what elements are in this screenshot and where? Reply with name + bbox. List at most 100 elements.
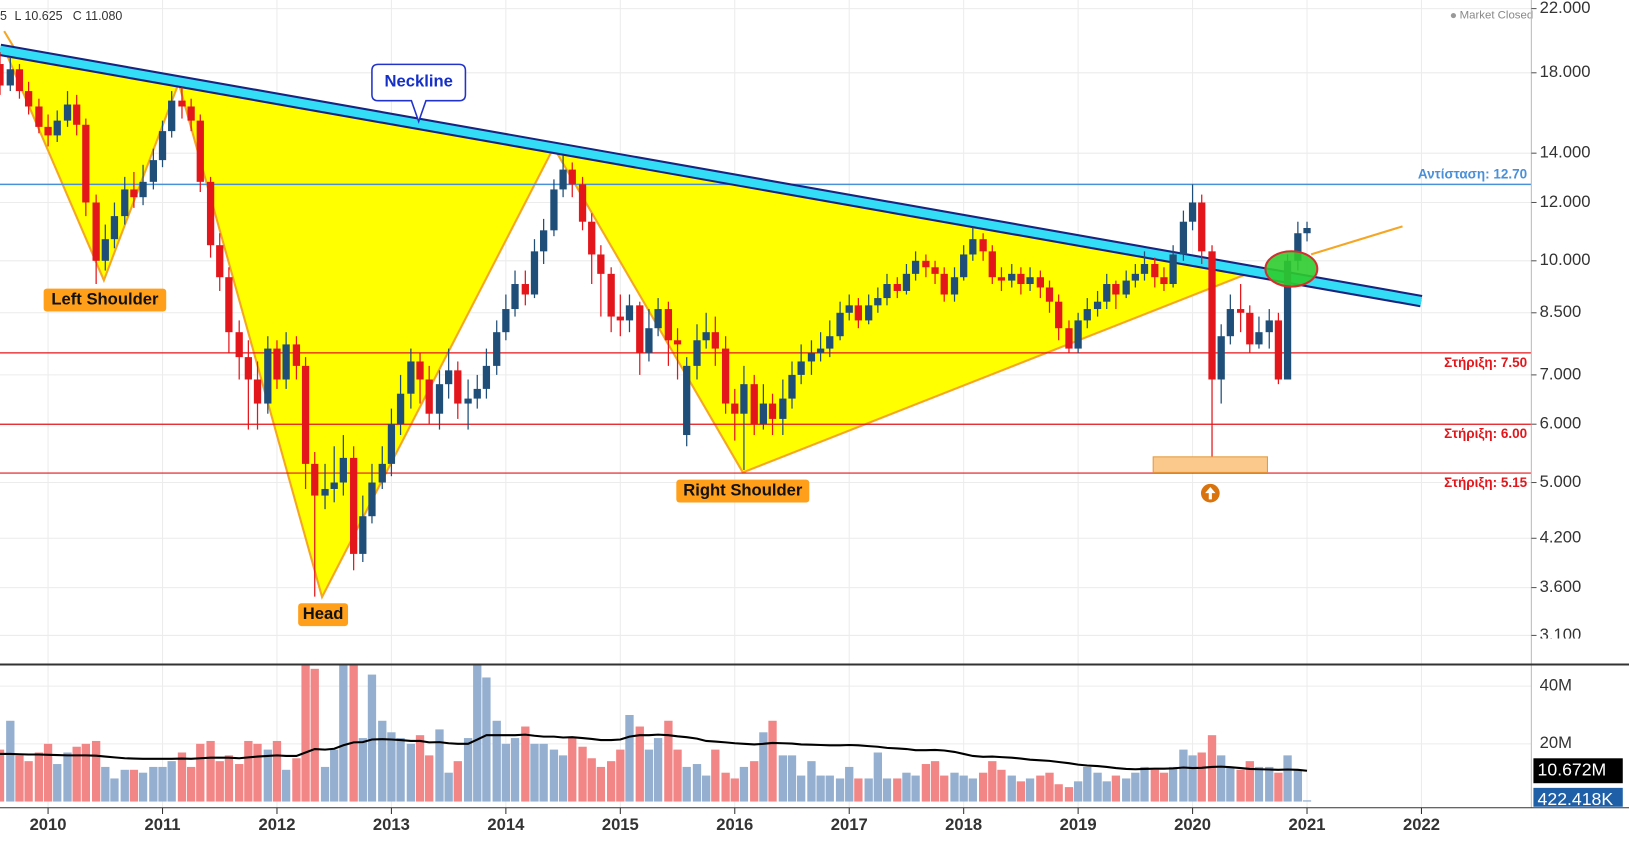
candle-body [6,69,14,86]
volume-bar [902,772,911,802]
volume-bar [34,752,44,802]
volume-bar [959,775,968,802]
candle-body [15,69,24,92]
volume-bar [263,749,272,802]
breakout-line [1310,225,1403,256]
volume-bar [768,720,777,802]
volume-bar [396,738,405,802]
candle-body [273,348,281,380]
candle-body [216,245,224,278]
header-low: L 10.625 [15,9,63,23]
candle-body [1008,273,1016,281]
candle-body [616,316,624,321]
candle-body [940,273,948,295]
volume-bar [281,769,291,802]
y-tick-label: 3.100 [1540,625,1582,644]
volume-bar [1150,769,1159,802]
volume-bar [549,749,559,802]
volume-bar [530,743,539,802]
candle-body [244,357,252,380]
y-tick-label: 14.000 [1540,143,1591,162]
volume-bar [101,766,110,802]
candle-body [1083,309,1091,321]
candle-body [196,120,204,182]
candle-body [711,332,719,349]
header: 5 L 10.625 C 11.080 Market Closed [0,9,1533,23]
x-tick-label: 2022 [1403,815,1440,834]
candle-body [997,277,1006,281]
candle-body [607,273,615,317]
candle-body [788,374,796,399]
candle-body [292,344,301,366]
candle-body [454,370,462,404]
candle-body [473,388,481,399]
candle-body [702,332,710,341]
volume-bar [1140,766,1149,802]
volume-bar [501,743,511,802]
volume-bar [444,772,453,802]
volume-bar [635,726,644,802]
candle-body [73,104,81,125]
candle-body [969,239,977,255]
candle-body [130,189,138,198]
volume-bar [1168,766,1178,802]
volume-bar [1293,769,1303,802]
candle-body [235,332,243,358]
candle-body [464,398,472,404]
candle-body [807,352,816,362]
candle-body [578,184,587,222]
volume-bar [510,738,520,802]
volume-bar [492,720,501,802]
candle-body [731,403,739,414]
candle-body [1188,202,1197,222]
volume-bar [167,761,176,802]
candle-body [253,379,262,404]
candle-body [482,365,491,389]
candle-body [1294,233,1302,261]
candle-body [721,348,730,404]
volume-bar [1207,735,1217,802]
candle-body [883,284,891,299]
candle-body [988,251,996,278]
candle-body [521,284,529,295]
volume-bar [1016,781,1026,802]
volume-bar [292,758,301,802]
volume-bar [349,665,358,802]
candle-body [1122,280,1130,295]
x-tick-label: 2020 [1174,815,1211,834]
candle-body [445,370,453,385]
candle-body [597,254,605,274]
header-fragment: 5 [0,9,7,23]
candle-body [540,230,548,252]
volume-bar [521,726,530,802]
y-tick-label: 4.200 [1540,528,1582,547]
volume-bar [53,764,62,802]
candle-body [1283,260,1292,380]
volume-bar [378,720,387,802]
head-box [298,603,349,627]
volume-bar [330,749,339,802]
y-tick-label: 8.500 [1540,302,1582,321]
volume-bar [1064,787,1074,802]
volume-bar [664,720,673,802]
volume-bar [110,778,119,802]
volume-bar [616,749,625,802]
volume-bar [158,766,167,802]
volume-bar [882,778,892,802]
volume-bar [644,749,654,802]
volume-bar [607,761,616,802]
volume-bar [968,778,977,802]
volume-bar [587,758,596,802]
volume-bar [978,772,988,802]
volume-bar [1179,749,1188,802]
candle-body [149,160,157,182]
candle-body [1026,277,1034,285]
volume-bar [940,775,949,802]
volume-bar [950,772,959,802]
volume-bar [206,740,215,802]
volume-bar [149,766,158,802]
volume-bar [310,668,319,802]
volume-bar [816,775,825,802]
volume-bar [463,738,473,802]
volume-bar [1131,772,1140,802]
